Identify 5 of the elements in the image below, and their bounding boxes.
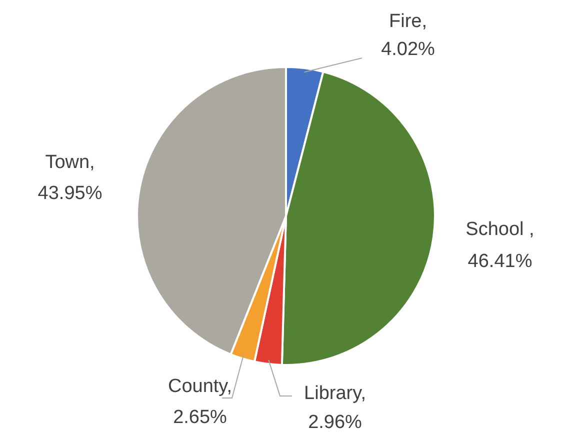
slice-label: School , 46.41%: [466, 219, 534, 272]
slice-label: Library, 2.96%: [304, 383, 366, 434]
slice-label: County, 2.65%: [168, 376, 232, 428]
slice-label: Town, 43.95%: [38, 152, 102, 204]
slice-label: Fire, 4.02%: [381, 11, 436, 60]
